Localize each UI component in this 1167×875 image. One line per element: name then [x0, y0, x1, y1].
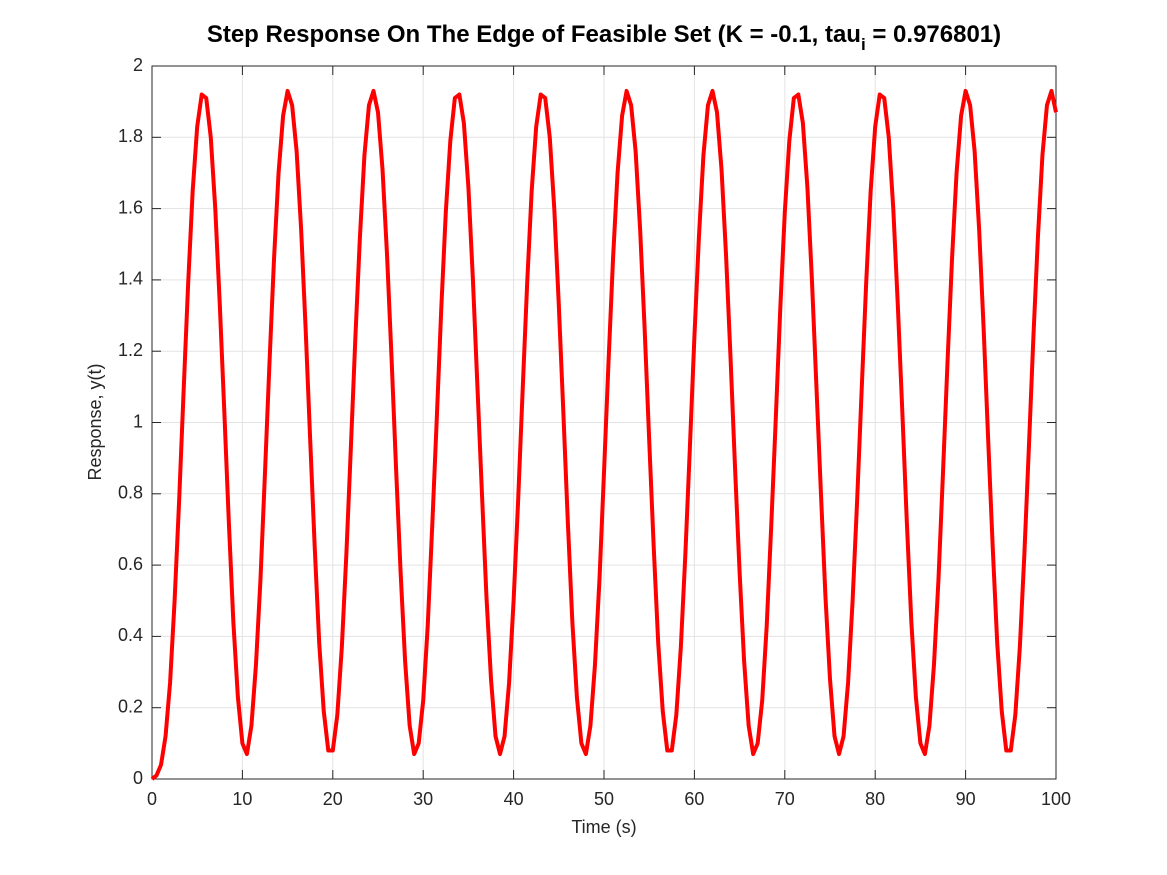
y-tick-label: 0.8: [118, 483, 143, 503]
y-tick-label: 1: [133, 411, 143, 431]
y-axis-label: Response, y(t): [85, 363, 105, 480]
x-axis-label: Time (s): [571, 817, 636, 837]
x-tick-label: 0: [147, 789, 157, 809]
x-tick-label: 60: [684, 789, 704, 809]
x-tick-label: 30: [413, 789, 433, 809]
y-tick-label: 0.6: [118, 554, 143, 574]
x-tick-label: 100: [1041, 789, 1071, 809]
title-end: = 0.976801): [866, 21, 1001, 48]
y-tick-label: 0.2: [118, 696, 143, 716]
x-tick-label: 20: [323, 789, 343, 809]
y-tick-label: 2: [133, 55, 143, 75]
y-tick-label: 0.4: [118, 625, 143, 645]
x-tick-label: 70: [775, 789, 795, 809]
y-tick-label: 1.8: [118, 126, 143, 146]
data-line: [150, 88, 1058, 781]
x-tick-label: 50: [594, 789, 614, 809]
x-tick-label: 40: [504, 789, 524, 809]
title-subscript: i: [861, 35, 866, 54]
chart-title: Step Response On The Edge of Feasible Se…: [207, 21, 1001, 54]
y-tick-label: 1.4: [118, 269, 143, 289]
y-tick-label: 0: [133, 768, 143, 788]
x-tick-label: 90: [956, 789, 976, 809]
axes-box: [151, 65, 1057, 780]
y-tick-label: 1.6: [118, 197, 143, 217]
title-main: Step Response On The Edge of Feasible Se…: [207, 21, 861, 48]
x-tick-label: 80: [865, 789, 885, 809]
x-tick-label: 10: [232, 789, 252, 809]
y-tick-label: 1.2: [118, 340, 143, 360]
